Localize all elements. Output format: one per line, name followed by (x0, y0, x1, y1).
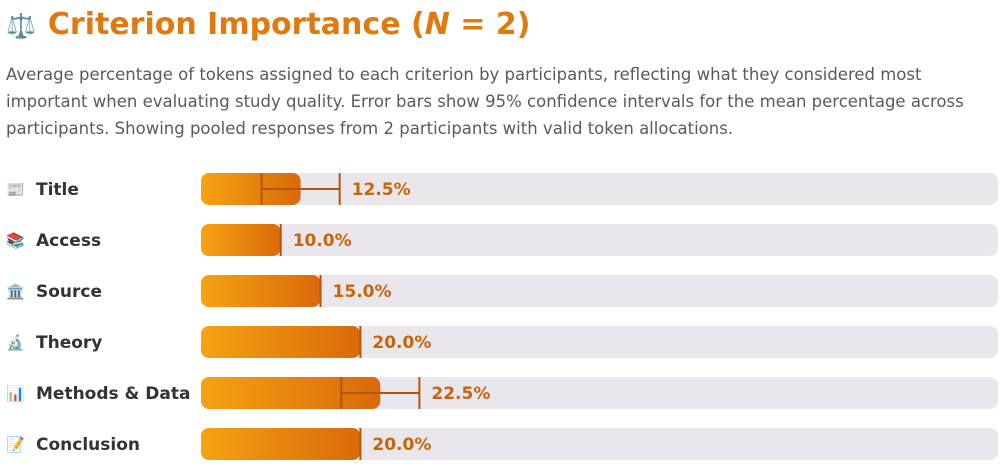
bar-track (201, 428, 998, 460)
value-label: 15.0% (333, 282, 392, 302)
value-label: 12.5% (352, 180, 411, 200)
title-text: Criterion Importance ( (47, 7, 425, 42)
category-icon: 📚 (6, 232, 25, 250)
value-label: 22.5% (431, 384, 490, 404)
header: ⚖️ Criterion Importance (N = 2) Average p… (6, 0, 1006, 142)
bar (201, 428, 361, 460)
bar (201, 173, 301, 205)
category-icon: 🔬 (6, 333, 25, 352)
bar (201, 377, 381, 409)
chart: 📰 Title 12.5% 📚 Access 10.0% 🏛️ Source 15.0% 🔬 The… (6, 173, 998, 460)
chart-subtitle: Average percentage of tokens assigned to… (6, 65, 964, 138)
category-icon: 🏛️ (6, 283, 25, 301)
category-label: Title (36, 180, 79, 200)
category-label: Source (36, 282, 102, 302)
bar-track (201, 377, 998, 409)
bar (201, 326, 361, 358)
category-label: Theory (36, 333, 102, 353)
title-icon: ⚖️ (6, 12, 36, 40)
title-text: = 2) (449, 7, 531, 42)
category-label: Access (36, 231, 101, 251)
category-label: Conclusion (36, 435, 140, 455)
bar-track (201, 326, 998, 358)
category-icon: 📰 (6, 181, 25, 199)
bar-track (201, 275, 998, 307)
title-text: N (424, 7, 450, 42)
bar-track (201, 173, 998, 205)
bar (201, 224, 281, 256)
value-label: 20.0% (372, 333, 431, 353)
value-label: 20.0% (372, 435, 431, 455)
bar-track (201, 224, 998, 256)
category-icon: 📊 (6, 385, 25, 403)
category-label: Methods & Data (36, 384, 191, 404)
chart-title: ⚖️ Criterion Importance (N = 2) (6, 4, 1006, 47)
category-icon: 📝 (6, 436, 25, 454)
bar (201, 275, 321, 307)
value-label: 10.0% (293, 231, 352, 251)
